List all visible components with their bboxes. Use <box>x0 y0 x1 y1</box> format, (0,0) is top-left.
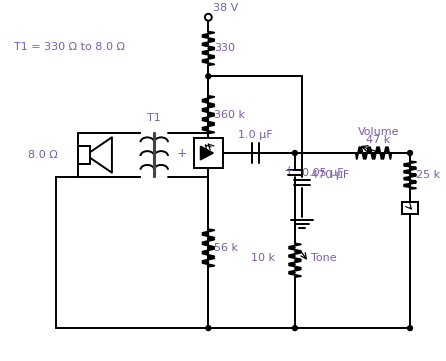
Text: 1.0 μF: 1.0 μF <box>238 130 273 140</box>
Text: 330: 330 <box>214 43 235 53</box>
Text: 25 k: 25 k <box>416 170 440 180</box>
Circle shape <box>408 151 413 156</box>
Bar <box>78 146 90 164</box>
Circle shape <box>293 151 297 156</box>
Text: +: + <box>284 164 295 177</box>
Text: 8.0 Ω: 8.0 Ω <box>28 150 58 160</box>
Text: +: + <box>177 147 188 160</box>
Text: T1 = 330 Ω to 8.0 Ω: T1 = 330 Ω to 8.0 Ω <box>13 42 124 52</box>
Bar <box>402 202 418 214</box>
Text: 38 V: 38 V <box>213 3 239 13</box>
Text: 47 k: 47 k <box>367 135 391 145</box>
Text: 0.05 μF: 0.05 μF <box>302 168 343 178</box>
Circle shape <box>206 74 211 79</box>
Polygon shape <box>200 146 213 160</box>
Text: Tone: Tone <box>311 253 336 263</box>
Text: 470 μF: 470 μF <box>311 170 349 180</box>
Text: 10 k: 10 k <box>251 253 275 263</box>
Circle shape <box>408 326 413 331</box>
Text: 56 k: 56 k <box>214 243 238 253</box>
Text: T1: T1 <box>147 113 161 123</box>
Bar <box>194 138 223 168</box>
Text: Volume: Volume <box>358 127 399 137</box>
Circle shape <box>206 326 211 331</box>
Text: 360 k: 360 k <box>214 110 245 119</box>
Circle shape <box>293 326 297 331</box>
